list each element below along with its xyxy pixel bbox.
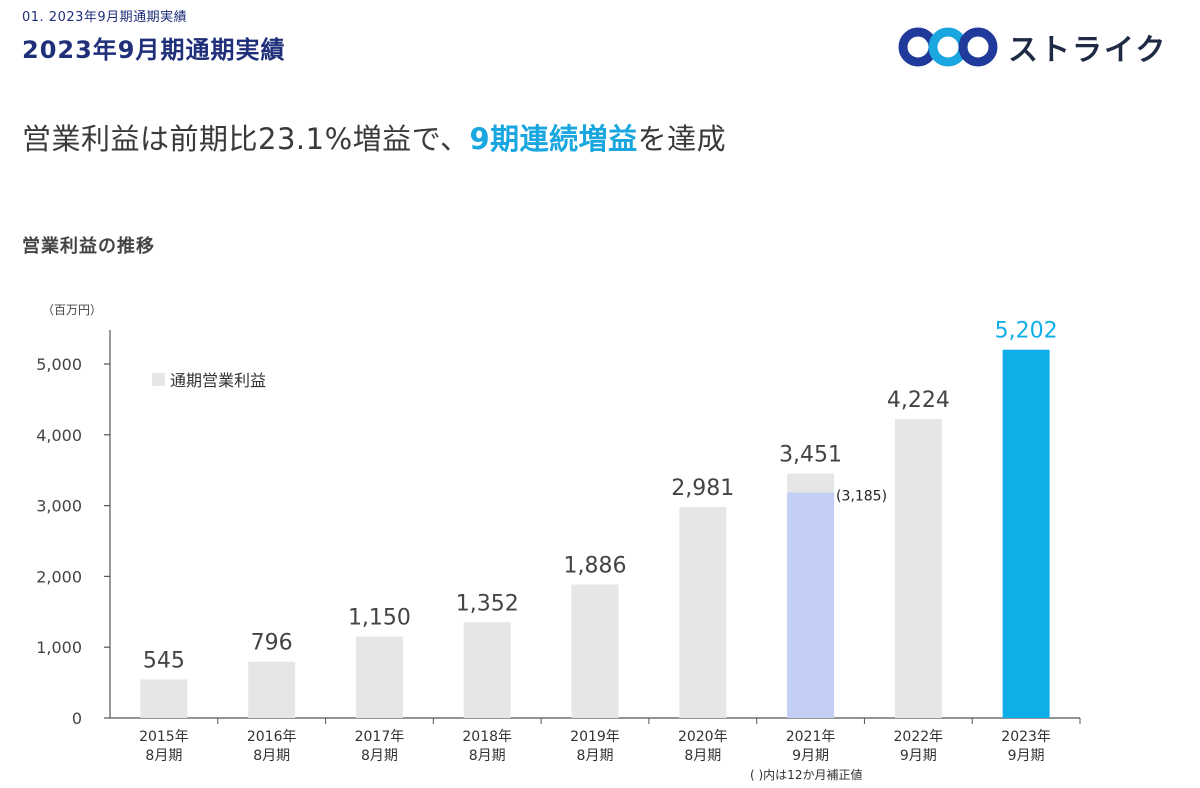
bar-value-label: 1,352 <box>456 591 519 616</box>
x-tick-label: 2019年 <box>570 729 620 745</box>
operating-profit-chart: （百万円） 0 1,000 2,000 3,000 4,000 5,000 通期営業利益 545… <box>36 303 1081 764</box>
bar <box>355 636 403 718</box>
footnote: ( )内は12か月補正値 <box>750 768 863 782</box>
x-tick-label: 8月期 <box>145 748 182 764</box>
y-tick-label: 1,000 <box>36 638 82 657</box>
x-tick-label: 9月期 <box>1008 748 1045 764</box>
y-tick-label: 3,000 <box>36 497 82 516</box>
bar <box>894 418 942 718</box>
x-tick-label: 2016年 <box>247 729 297 745</box>
bar-value-label: 796 <box>251 631 293 656</box>
headline-accent: 9期連続増益 <box>469 122 638 156</box>
bar-value-label: 3,451 <box>779 443 842 468</box>
bar <box>571 584 619 718</box>
x-tick-label: 2023年 <box>1001 729 1051 745</box>
bar <box>140 679 188 718</box>
x-tick-label: 2018年 <box>462 729 512 745</box>
x-tick-label: 8月期 <box>469 748 506 764</box>
x-tick-label: 2020年 <box>678 729 728 745</box>
bar-value-label: 1,886 <box>564 553 627 578</box>
legend-label: 通期営業利益 <box>170 371 266 390</box>
x-tick-label: 8月期 <box>577 748 614 764</box>
y-unit-label: （百万円） <box>42 303 102 317</box>
x-tick-label: 8月期 <box>361 748 398 764</box>
x-tick-label: 9月期 <box>900 748 937 764</box>
bar <box>679 506 727 718</box>
page-title: 2023年9月期通期実績 <box>22 36 286 64</box>
bar <box>1002 349 1050 718</box>
legend-swatch <box>152 373 165 386</box>
bar-value-label: 4,224 <box>887 388 950 413</box>
headline-prefix: 営業利益は前期比23.1%増益で、 <box>22 122 470 156</box>
bar <box>248 661 296 718</box>
bar-value-label: 1,150 <box>348 606 411 631</box>
y-tick-label: 5,000 <box>36 355 82 374</box>
adjusted-value-label: (3,185) <box>836 489 887 505</box>
y-tick-label: 0 <box>72 709 82 728</box>
breadcrumb: 01. 2023年9月期通期実績 <box>22 10 188 25</box>
company-logo: ストライク <box>898 22 1167 72</box>
y-tick-label: 2,000 <box>36 567 82 586</box>
x-tick-label: 8月期 <box>253 748 290 764</box>
strike-logo-icon <box>898 27 998 67</box>
x-tick-label: 2022年 <box>894 729 944 745</box>
y-tick-label: 4,000 <box>36 426 82 445</box>
adjusted-bar <box>787 492 835 718</box>
headline: 営業利益は前期比23.1%増益で、9期連続増益を達成 <box>22 116 726 158</box>
x-tick-label: 2015年 <box>139 729 189 745</box>
section-label: 営業利益の推移 <box>22 236 155 257</box>
bar-value-label: 2,981 <box>671 476 734 501</box>
x-tick-label: 2017年 <box>355 729 405 745</box>
bar <box>463 622 511 718</box>
bar-value-label: 545 <box>143 648 185 673</box>
x-tick-label: 2021年 <box>786 729 836 745</box>
logo-text: ストライク <box>1008 33 1168 68</box>
x-tick-label: 8月期 <box>684 748 721 764</box>
x-tick-label: 9月期 <box>792 748 829 764</box>
headline-suffix: を達成 <box>637 122 727 156</box>
bar-value-label: 5,202 <box>995 319 1058 344</box>
